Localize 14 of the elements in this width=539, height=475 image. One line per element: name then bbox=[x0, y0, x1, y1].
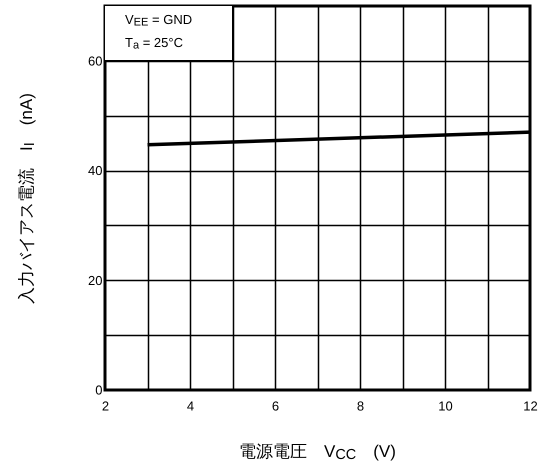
x-tick-label: 4 bbox=[186, 398, 194, 414]
note-box: V$_{EE}$ = GND T$_{a}$ = 25°C bbox=[105, 6, 234, 62]
y-tick-label: 20 bbox=[88, 272, 102, 288]
x-tick-label: 6 bbox=[272, 398, 280, 414]
annotation: V$_{EE}$ = GND bbox=[125, 11, 194, 31]
x-tick-label: 2 bbox=[102, 398, 110, 414]
x-axis-title: 電源電圧 V$_{CC}$ (V) bbox=[239, 441, 396, 464]
x-tick-label: 12 bbox=[523, 398, 538, 414]
x-tick-label: 10 bbox=[438, 398, 453, 414]
x-tick-label: 8 bbox=[356, 398, 364, 414]
y-tick-label: 40 bbox=[88, 163, 102, 178]
annotation: T$_{a}$ = 25°C bbox=[125, 34, 184, 54]
y-tick-label: 60 bbox=[88, 53, 102, 68]
y-tick-label: 0 bbox=[95, 382, 102, 398]
